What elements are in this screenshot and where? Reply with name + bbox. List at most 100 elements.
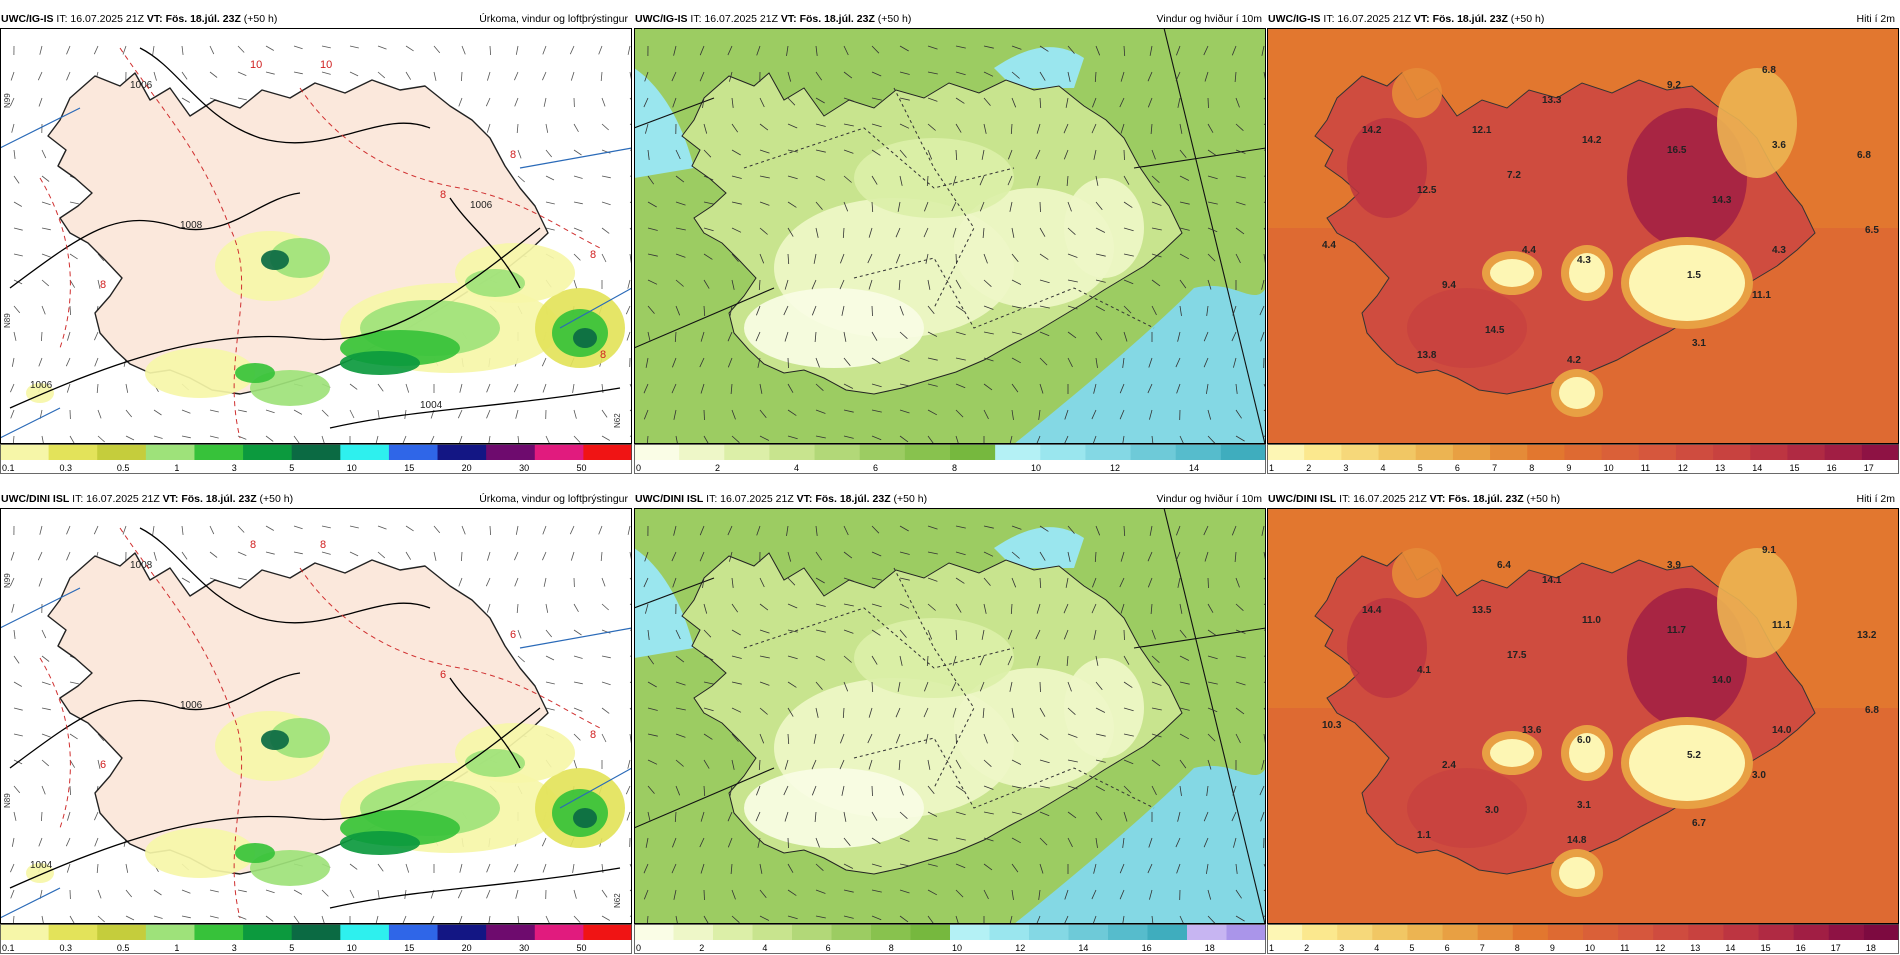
precip-area <box>573 328 597 348</box>
colorbar-swatch <box>950 444 996 460</box>
colorbar-tick-label: 10 <box>1031 463 1041 473</box>
colorbar-swatch <box>1379 444 1417 460</box>
field-title: Úrkoma, vindur og loftþrýstingur <box>479 10 628 28</box>
colorbar-tick-label: 50 <box>577 463 587 473</box>
colorbar-tick-label: 4 <box>1381 463 1386 473</box>
colorbar-swatch <box>1602 444 1640 460</box>
colorbar-tick-label: 20 <box>462 943 472 953</box>
colorbar-tick-label: 4 <box>762 943 767 953</box>
colorbar-tick-label: 11 <box>1641 463 1650 473</box>
colorbar-swatch <box>1337 924 1373 940</box>
colorbar-tick-label: 2 <box>699 943 704 953</box>
wind-barb <box>1124 630 1125 640</box>
colorbar-tick-label: 7 <box>1492 463 1497 473</box>
temperature-value: 14.3 <box>1712 195 1732 206</box>
wind-barb <box>956 734 957 744</box>
colorbar-tick-label: 12 <box>1655 943 1665 953</box>
wind-map <box>634 28 1266 444</box>
temperature-value: 7.2 <box>1507 170 1521 181</box>
temperature-area <box>1392 548 1442 598</box>
temperature-label: 8 <box>100 279 106 291</box>
precip-area <box>235 363 275 383</box>
colorbar-swatch <box>1676 444 1714 460</box>
valid-time: VT: Fös. 18.júl. 23Z <box>781 13 875 25</box>
temperature-value: 6.8 <box>1865 705 1879 716</box>
temperature-label: 8 <box>320 539 326 551</box>
temperature-value: 6.4 <box>1497 560 1511 571</box>
colorbar-tick-label: 0 <box>636 463 641 473</box>
temperature-value: 9.4 <box>1442 280 1456 291</box>
isobar-label: 1004 <box>30 860 53 871</box>
colorbar-swatch <box>1759 924 1795 940</box>
colorbar-swatch <box>1829 924 1865 940</box>
colorbar-swatch <box>1794 924 1830 940</box>
grid-label: N99 <box>3 93 12 108</box>
lead-time: (+50 h) <box>1511 13 1545 25</box>
colorbar-tick-label: 3 <box>1343 463 1348 473</box>
colorbar-tick-label: 0.5 <box>117 943 130 953</box>
valid-time: VT: Fös. 18.júl. 23Z <box>1430 493 1524 505</box>
colorbar-tick-label: 50 <box>577 943 587 953</box>
colorbar-tick-label: 5 <box>1418 463 1423 473</box>
colorbar-swatch <box>1267 924 1303 940</box>
valid-time: VT: Fös. 18.júl. 23Z <box>1414 13 1508 25</box>
colorbar-swatch <box>1564 444 1602 460</box>
isobar-label: 1008 <box>180 220 203 231</box>
glacier-area <box>1559 377 1595 409</box>
panel-temp-dini: UWC/DINI ISL IT: 16.07.2025 21Z VT: Fös.… <box>1267 490 1899 955</box>
temperature-value: 14.2 <box>1582 135 1602 146</box>
colorbar-tick-label: 4 <box>794 463 799 473</box>
colorbar-tick-label: 14 <box>1725 943 1735 953</box>
colorbar-swatch <box>1618 924 1654 940</box>
wind-barb <box>1208 98 1209 108</box>
colorbar-swatch <box>194 444 243 460</box>
model-name: UWC/IG-IS <box>635 13 688 25</box>
wind-barb <box>704 410 705 420</box>
temperature-value: 3.6 <box>1772 140 1786 151</box>
temperature-value: 13.3 <box>1542 95 1562 106</box>
lead-time: (+50 h) <box>894 493 928 505</box>
panel-header: UWC/IG-IS IT: 16.07.2025 21Z VT: Fös. 18… <box>1267 10 1899 28</box>
colorbar-swatch <box>753 924 793 940</box>
colorbar-tick-label: 14 <box>1752 463 1762 473</box>
temperature-value: 3.9 <box>1667 560 1681 571</box>
colorbar-swatch <box>713 924 753 940</box>
grid-label: N89 <box>3 313 12 328</box>
colorbar-tick-label: 8 <box>1529 463 1534 473</box>
colorbar-swatch <box>905 444 951 460</box>
field-title: Hiti í 2m <box>1856 490 1895 508</box>
glacier-area <box>1629 725 1745 801</box>
colorbar-tick-label: 0.1 <box>2 463 15 473</box>
colorbar-swatch <box>486 924 535 940</box>
panel-precip-ig-is: UWC/IG-IS IT: 16.07.2025 21Z VT: Fös. 18… <box>0 10 632 475</box>
colorbar-swatch <box>1029 924 1069 940</box>
temperature-value: 1.5 <box>1687 270 1701 281</box>
colorbar-tick-label: 6 <box>826 943 831 953</box>
grid-label: N62 <box>613 893 622 908</box>
temperature-value: 4.4 <box>1522 245 1536 256</box>
colorbar-tick-label: 3 <box>232 463 237 473</box>
panel-header: UWC/DINI ISL IT: 16.07.2025 21Z VT: Fös.… <box>1267 490 1899 508</box>
valid-time: VT: Fös. 18.júl. 23Z <box>147 13 241 25</box>
temperature-value: 4.1 <box>1417 665 1431 676</box>
colorbar-swatch <box>243 444 292 460</box>
colorbar-swatch <box>634 444 680 460</box>
precip-area <box>340 831 420 855</box>
temperature-value: 4.2 <box>1567 355 1581 366</box>
precip-area <box>261 250 289 270</box>
temperature-value: 6.8 <box>1762 65 1776 76</box>
colorbar-swatch <box>97 924 146 940</box>
wind-barb <box>1208 578 1209 588</box>
colorbar-swatch <box>1085 444 1131 460</box>
colorbar-tick-label: 6 <box>1445 943 1450 953</box>
colorbar-tick-label: 10 <box>1604 463 1614 473</box>
glacier-area <box>1629 245 1745 321</box>
